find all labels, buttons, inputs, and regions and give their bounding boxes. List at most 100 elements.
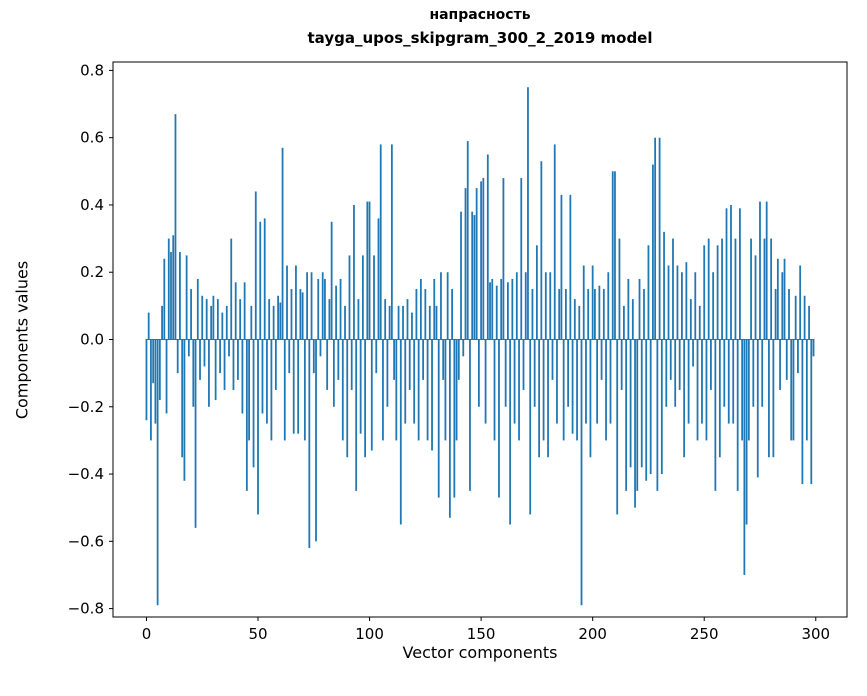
- bar: [609, 339, 612, 424]
- bar: [578, 305, 581, 340]
- bar: [199, 339, 201, 380]
- bar: [498, 339, 500, 498]
- bar: [453, 339, 456, 498]
- bar: [393, 339, 395, 380]
- bar: [261, 339, 264, 414]
- bar: [607, 272, 610, 340]
- bar: [484, 339, 487, 424]
- bar: [776, 258, 779, 340]
- bar: [799, 265, 802, 340]
- bar: [743, 339, 746, 575]
- bar: [683, 339, 686, 458]
- bar: [551, 339, 554, 380]
- bar: [549, 272, 552, 340]
- bar: [268, 299, 271, 340]
- bar: [477, 339, 480, 407]
- bar: [591, 265, 594, 340]
- bar: [216, 299, 219, 340]
- bar: [395, 339, 398, 441]
- bar: [524, 272, 527, 340]
- bar: [687, 339, 690, 424]
- bar: [324, 278, 326, 340]
- bar: [486, 154, 489, 340]
- bar: [571, 339, 574, 434]
- bar: [402, 305, 404, 340]
- bar: [424, 289, 427, 340]
- x-tick-label: 250: [690, 625, 719, 643]
- bar: [277, 295, 279, 340]
- bar: [509, 339, 512, 525]
- bar: [288, 339, 291, 374]
- bar: [790, 339, 793, 441]
- bar: [330, 221, 333, 340]
- bar: [756, 339, 759, 478]
- bar: [504, 339, 507, 407]
- bar: [457, 339, 460, 380]
- bar: [507, 282, 509, 340]
- bar: [589, 339, 592, 458]
- bar: [388, 305, 391, 340]
- bar: [190, 289, 192, 340]
- bar: [475, 188, 478, 340]
- y-tick-label: −0.4: [68, 465, 104, 483]
- bar: [150, 339, 152, 441]
- bar: [332, 339, 335, 407]
- bar: [346, 339, 349, 458]
- bar: [431, 339, 433, 451]
- bar: [627, 278, 630, 340]
- bar: [730, 204, 732, 340]
- x-tick-label: 150: [467, 625, 496, 643]
- bar: [647, 245, 650, 340]
- bar: [317, 278, 320, 340]
- bar: [803, 295, 806, 340]
- bar: [411, 312, 413, 340]
- bar: [234, 282, 237, 340]
- bar: [471, 211, 474, 340]
- bar: [763, 238, 766, 340]
- bar: [569, 194, 572, 340]
- bar: [618, 238, 621, 340]
- bar: [801, 339, 804, 485]
- bar: [295, 265, 297, 340]
- bar: [705, 339, 708, 441]
- bar: [770, 238, 773, 340]
- bar: [469, 339, 471, 491]
- bar: [379, 144, 382, 340]
- bar: [179, 252, 181, 340]
- bar: [495, 285, 498, 340]
- bar: [788, 289, 790, 340]
- bar: [678, 339, 681, 390]
- bar: [636, 339, 639, 491]
- bar: [433, 278, 436, 340]
- bar: [370, 339, 373, 451]
- bar: [435, 305, 438, 340]
- bar: [808, 305, 810, 340]
- bar: [712, 272, 715, 340]
- bar: [511, 278, 514, 340]
- bar: [658, 137, 661, 340]
- bar: [522, 339, 525, 390]
- bar: [594, 289, 596, 340]
- bar: [348, 255, 351, 340]
- bar: [426, 339, 429, 441]
- bar: [192, 339, 195, 407]
- bar: [384, 299, 387, 340]
- bar: [254, 191, 257, 340]
- bar: [297, 339, 300, 434]
- bar: [161, 305, 163, 340]
- bar: [196, 278, 199, 340]
- bar: [147, 312, 150, 340]
- bar: [681, 272, 683, 340]
- bar: [544, 272, 547, 340]
- y-tick-label: 0.2: [80, 263, 104, 281]
- bar: [408, 339, 411, 390]
- bar: [631, 299, 634, 340]
- bar: [596, 339, 599, 424]
- y-tick-label: 0.8: [80, 61, 104, 79]
- bar: [640, 339, 643, 468]
- bar: [752, 339, 755, 407]
- bar: [685, 262, 688, 340]
- bar: [732, 339, 735, 424]
- bar: [602, 289, 605, 340]
